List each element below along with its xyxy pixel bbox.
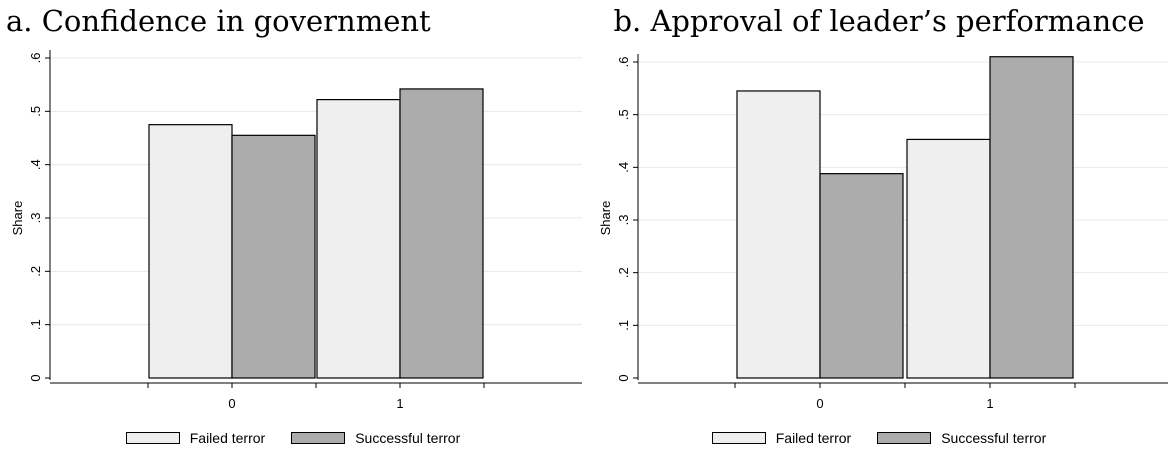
legend-item-failed: Failed terror	[711, 430, 852, 446]
chart-panel-confidence: a. Confidence in government 0 .1 .2 .3 .4 .5.…	[0, 4, 586, 448]
y-tick-label: .6	[616, 57, 631, 68]
y-tick-label: .4	[616, 162, 631, 173]
legend-swatch-successful	[877, 432, 932, 444]
legend-label-failed: Failed terror	[189, 430, 266, 446]
y-tick-label: .2	[616, 267, 631, 278]
x-tick-label: 1	[986, 396, 993, 411]
y-tick-label: 0	[616, 374, 631, 381]
y-tick-label: .1	[28, 319, 43, 330]
legend-item-successful: Successful terror	[877, 430, 1046, 446]
bar-successful	[819, 173, 904, 379]
y-tick-label: .1	[616, 320, 631, 331]
y-axis-label: Share	[598, 201, 613, 236]
y-axis-label: Share	[10, 201, 25, 236]
y-tick-label: .5	[28, 106, 43, 117]
y-tick-label: .3	[28, 213, 43, 224]
chart-legend: Failed terror Successful terror	[586, 428, 1172, 448]
legend-swatch-successful	[291, 432, 346, 444]
chart-title: b. Approval of leader’s performance	[613, 4, 1145, 38]
bar-failed	[148, 124, 233, 379]
x-tick-label: 0	[228, 396, 235, 411]
y-tick-label: .6	[28, 53, 43, 64]
y-tick-label: .4	[28, 159, 43, 170]
legend-label-successful: Successful terror	[941, 430, 1047, 446]
x-tick-label: 0	[816, 396, 823, 411]
legend-item-successful: Successful terror	[291, 430, 460, 446]
bar-successful	[399, 88, 484, 379]
chart-svg: 0 .1 .2 .3 .4 .5 .6 Share 0 1	[10, 50, 582, 411]
chart-svg: 0 .1 .2 .3 .4 .5 .6 Share 0 1	[598, 54, 1168, 411]
bar-failed	[736, 90, 821, 379]
legend-label-failed: Failed terror	[775, 430, 852, 446]
legend-swatch-failed	[711, 432, 766, 444]
y-tick-label: .5	[616, 109, 631, 120]
legend-label-successful: Successful terror	[355, 430, 461, 446]
chart-title: a. Confidence in government	[6, 4, 431, 38]
chart-panel-approval: b. Approval of leader’s performance 0 .1.…	[586, 0, 1172, 450]
x-tick-label: 1	[396, 396, 403, 411]
bar-failed	[906, 138, 991, 379]
bar-successful	[989, 56, 1074, 379]
bar-failed	[316, 98, 401, 379]
chart-legend: Failed terror Successful terror	[0, 428, 586, 448]
legend-item-failed: Failed terror	[125, 430, 266, 446]
y-tick-label: 0	[28, 374, 43, 381]
y-tick-label: .2	[28, 266, 43, 277]
bar-successful	[231, 134, 316, 379]
y-tick-label: .3	[616, 215, 631, 226]
legend-swatch-failed	[125, 432, 180, 444]
